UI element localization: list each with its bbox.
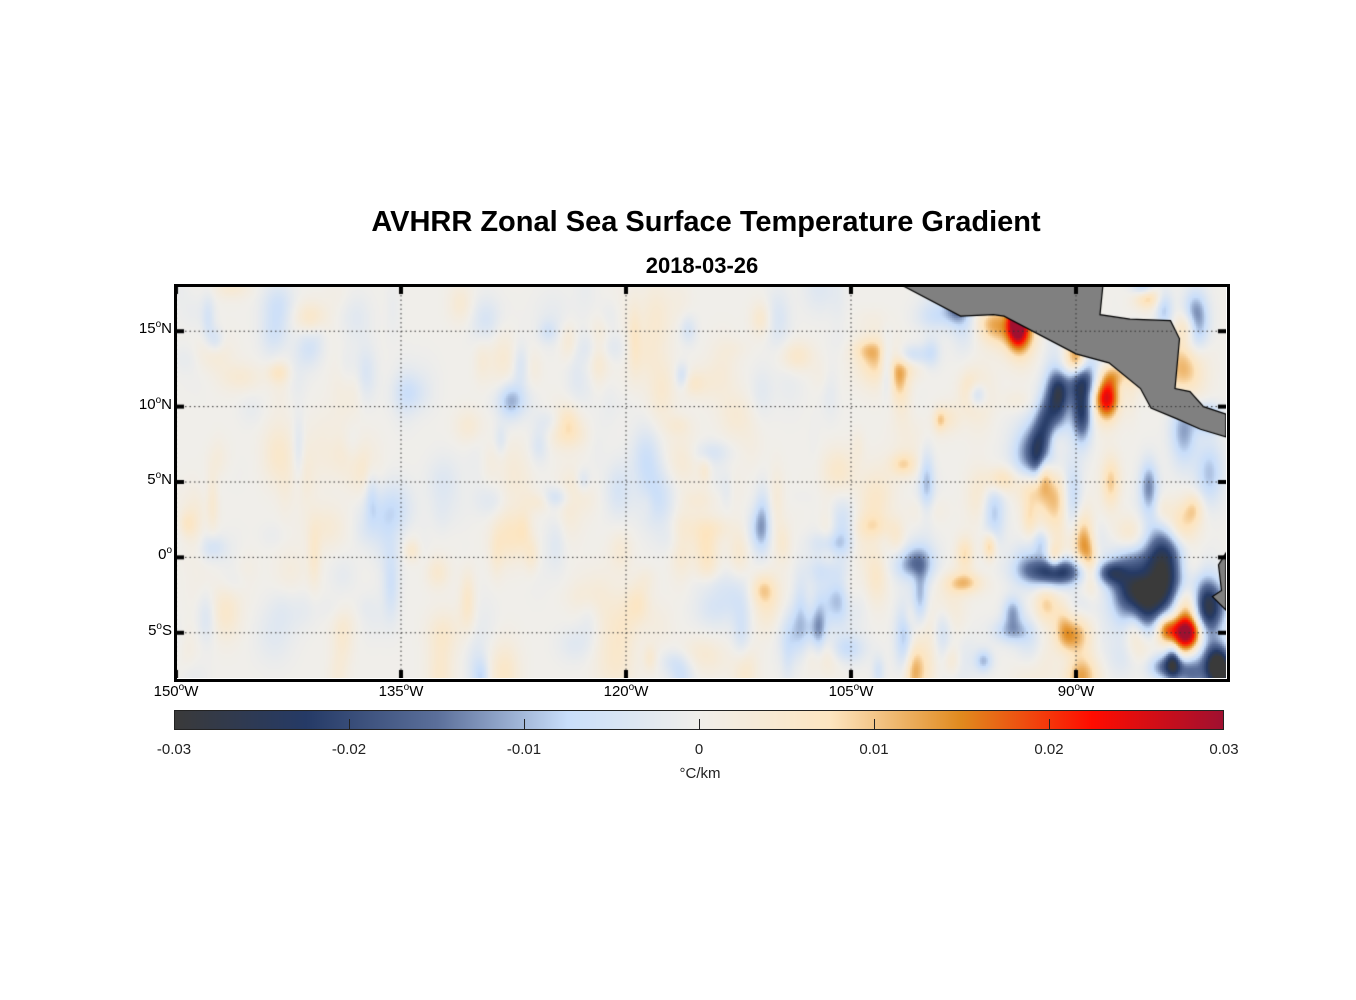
colorbar-tick-label: -0.02 [331,741,367,758]
lat-tick-label: 5oS [148,620,172,639]
colorbar-tick-label: 0 [694,741,704,758]
lon-tick-label: 150oW [153,682,199,700]
colorbar-tick [349,719,350,730]
colorbar-units: °C/km [679,765,721,782]
colorbar-tick-label: 0.02 [1034,741,1064,758]
sst-gradient-map [176,286,1226,678]
colorbar-tick [524,719,525,730]
lon-tick-label: 105oW [828,682,874,700]
lat-tick-label: 15oN [138,319,172,338]
colorbar-tick-label: -0.01 [506,741,542,758]
lat-tick-label: 10oN [138,394,172,413]
chart-title: AVHRR Zonal Sea Surface Temperature Grad… [371,206,1041,238]
lat-tick-label: 5oN [147,470,172,488]
colorbar-tick [699,719,700,730]
colorbar-tick-label: 0.01 [859,741,889,758]
chart-subtitle: 2018-03-26 [645,253,759,278]
colorbar-tick-label: 0.03 [1209,741,1239,758]
lon-tick-label: 120oW [603,682,649,700]
map-frame [174,284,1230,682]
lat-tick-label: 0o [158,545,172,564]
colorbar-tick-label: -0.03 [156,741,192,758]
lon-tick-label: 135oW [378,682,424,700]
colorbar-tick [1049,719,1050,730]
colorbar-tick [874,719,875,730]
lon-tick-label: 90oW [1057,682,1095,700]
